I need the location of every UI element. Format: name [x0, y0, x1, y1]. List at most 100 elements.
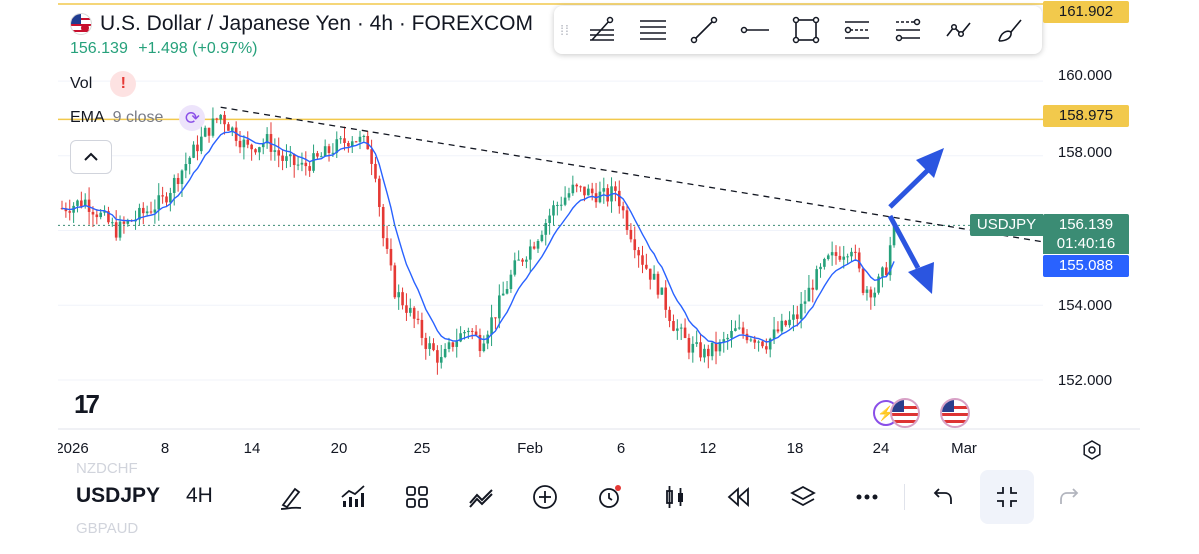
candle — [432, 338, 435, 352]
candle-body — [776, 329, 780, 332]
candle-body — [714, 342, 718, 352]
candle — [869, 286, 873, 310]
candle — [405, 293, 408, 321]
candle-body — [246, 139, 250, 145]
change-percent: (+0.97%) — [192, 40, 258, 57]
pitchfork-icon[interactable] — [576, 6, 627, 54]
candle-body — [846, 256, 849, 258]
chart-frame: U.S. Dollar / Japanese Yen · 4h · FOREXC… — [58, 0, 1140, 554]
candle-body — [556, 204, 559, 206]
candle — [87, 187, 91, 225]
brush-icon[interactable] — [984, 6, 1035, 54]
candle-body — [737, 327, 741, 329]
candle-body — [118, 221, 122, 238]
compare-icon[interactable] — [464, 480, 498, 514]
candle — [424, 332, 428, 360]
candle-body — [300, 162, 304, 165]
candle-body — [614, 186, 617, 191]
candle-body — [699, 342, 702, 358]
fullscreen-exit-active-bg — [980, 470, 1034, 524]
candle — [258, 146, 261, 161]
warning-icon[interactable]: ! — [110, 71, 137, 97]
draw-icon[interactable] — [274, 480, 308, 514]
candle — [138, 203, 141, 226]
rectangle-icon[interactable] — [780, 6, 831, 54]
candle — [734, 320, 737, 332]
candle — [72, 202, 75, 223]
collapse-legend-button[interactable] — [70, 140, 112, 174]
alert-icon[interactable] — [592, 480, 626, 514]
short-position-icon[interactable] — [882, 6, 933, 54]
symbol-selector[interactable]: USDJPY — [76, 484, 161, 507]
symbol-title[interactable]: U.S. Dollar / Japanese Yen · 4h · FOREXC… — [100, 12, 534, 35]
candle-body — [350, 141, 354, 147]
candle — [455, 328, 459, 358]
candle-body — [122, 221, 126, 224]
candle — [312, 144, 315, 173]
bullish-arrow[interactable] — [888, 148, 944, 209]
candle — [385, 225, 389, 254]
candle-type-icon[interactable] — [658, 480, 692, 514]
candle-body — [416, 318, 420, 320]
replay-icon[interactable] — [722, 480, 756, 514]
indicator-vol[interactable]: Vol ! — [70, 71, 533, 97]
candle — [339, 135, 342, 144]
candle — [877, 273, 880, 295]
fib-retracement-icon[interactable] — [627, 6, 678, 54]
time-label-8: 8 — [160, 440, 170, 457]
layers-icon[interactable] — [786, 480, 820, 514]
candle — [679, 323, 683, 341]
candle — [362, 134, 366, 143]
candle — [532, 241, 536, 250]
candle — [141, 202, 145, 225]
candle — [819, 263, 822, 278]
candle — [374, 156, 377, 183]
chart-settings-icon[interactable] — [1082, 440, 1102, 460]
indicators-icon[interactable] — [336, 480, 370, 514]
us-event-flag-icon-2[interactable] — [940, 398, 970, 428]
candle-body — [107, 211, 110, 223]
trend-line-icon[interactable] — [678, 6, 729, 54]
candle-body — [730, 330, 733, 338]
price-chart[interactable] — [58, 0, 1140, 554]
candle-body — [606, 188, 609, 202]
candle-body — [494, 317, 497, 319]
candle-body — [823, 258, 826, 267]
dashed-trend-line[interactable] — [220, 106, 1044, 243]
undo-icon[interactable] — [924, 480, 958, 514]
candle — [319, 152, 323, 158]
fullscreen-exit-icon[interactable] — [990, 480, 1024, 514]
candle — [157, 183, 161, 221]
drag-handle-icon[interactable]: ⁞⁞ — [560, 22, 570, 38]
candle-body — [439, 357, 443, 363]
candle — [447, 337, 451, 353]
more-icon[interactable] — [850, 480, 884, 514]
path-icon[interactable] — [933, 6, 984, 54]
candle — [590, 182, 594, 201]
prev-symbol[interactable]: NZDCHF — [76, 460, 138, 477]
candle — [273, 138, 277, 161]
redo-icon[interactable] — [1054, 480, 1088, 514]
long-position-icon[interactable] — [831, 6, 882, 54]
bearish-arrow[interactable] — [887, 214, 934, 294]
candle — [281, 149, 284, 171]
candle-body — [799, 303, 803, 319]
us-event-flag-icon[interactable] — [890, 398, 920, 428]
candle — [687, 333, 691, 360]
layouts-icon[interactable] — [400, 480, 434, 514]
candle — [350, 136, 354, 154]
candle — [571, 175, 575, 196]
timeframe-selector[interactable]: 4H — [186, 484, 213, 507]
candle-body — [169, 192, 172, 203]
candle — [327, 143, 331, 162]
indicator-ema[interactable]: EMA 9 close ⟳ — [70, 105, 533, 131]
candle — [412, 306, 416, 329]
candle — [436, 345, 439, 375]
candle-body — [138, 207, 141, 220]
candle — [548, 208, 551, 235]
sync-icon[interactable]: ⟳ — [179, 105, 206, 131]
candle — [703, 344, 706, 363]
add-icon[interactable] — [528, 480, 562, 514]
next-symbol[interactable]: GBPAUD — [76, 520, 139, 537]
horizontal-ray-icon[interactable] — [729, 6, 780, 54]
